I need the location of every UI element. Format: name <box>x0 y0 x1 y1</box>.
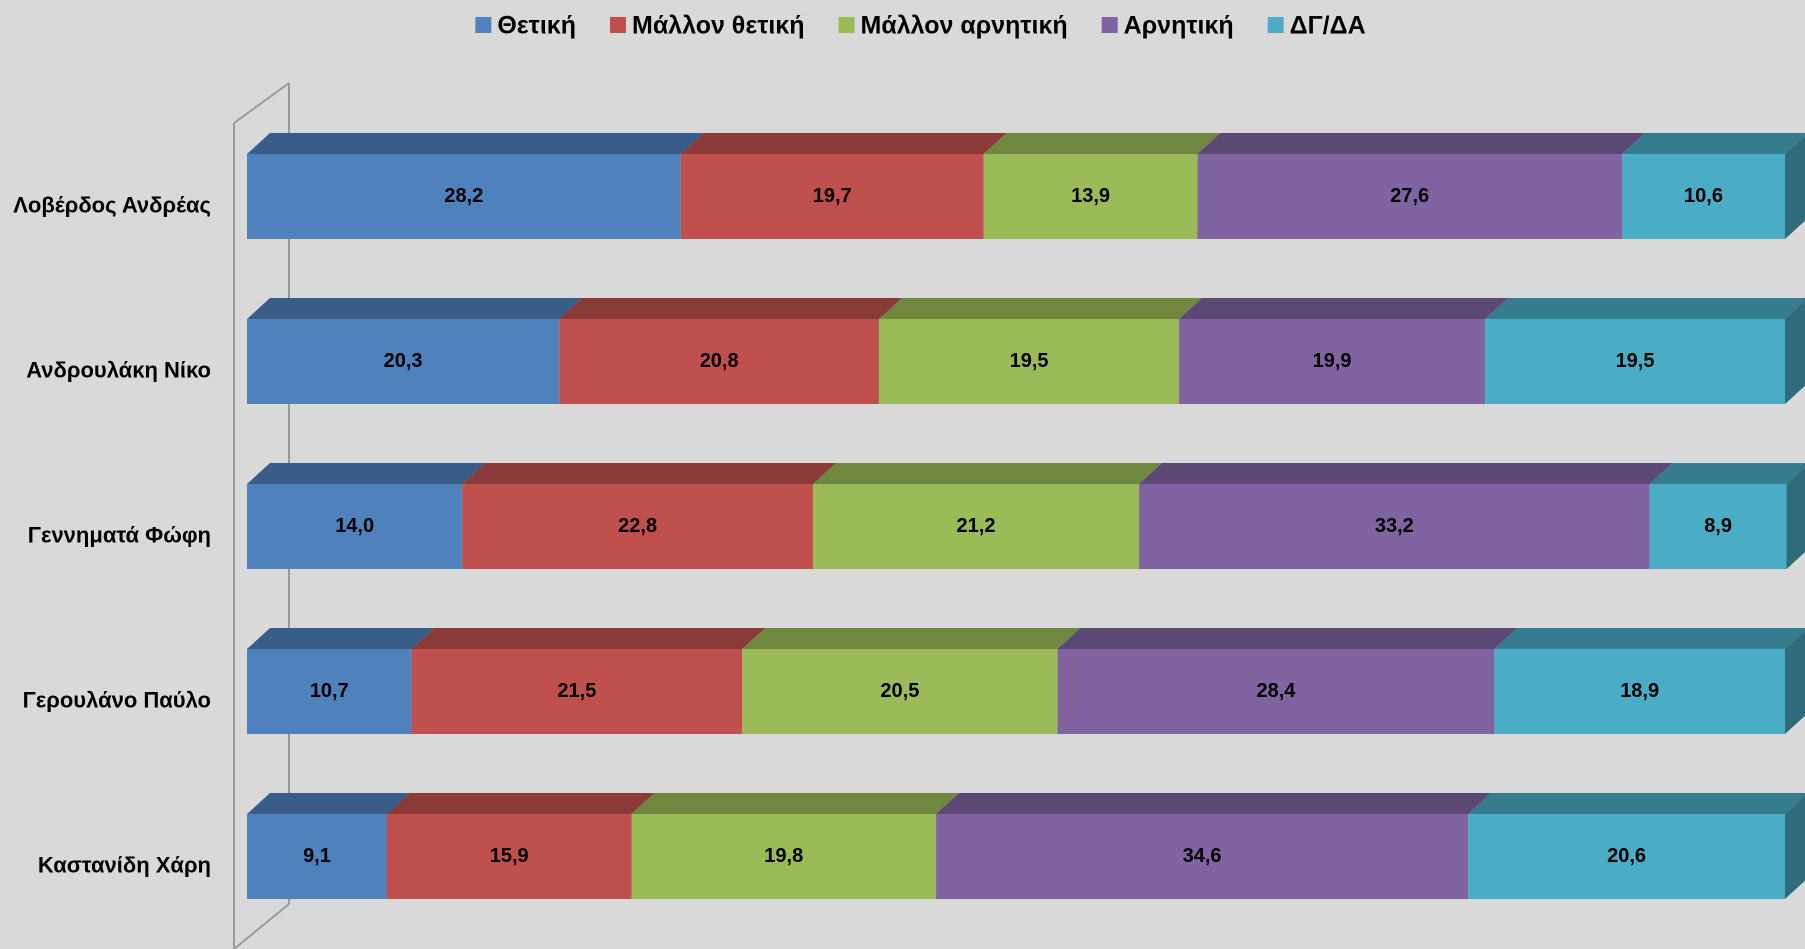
bar-top <box>1621 133 1805 154</box>
legend-swatch <box>609 17 626 33</box>
data-label: 27,6 <box>1390 185 1429 207</box>
legend-label: Μάλλον θετική <box>632 12 805 40</box>
legend-swatch <box>838 17 855 33</box>
bar-top <box>1197 133 1645 154</box>
bar <box>1649 484 1787 569</box>
data-label: 28,4 <box>1256 680 1296 702</box>
bar-side <box>1785 795 1805 899</box>
wall-line <box>233 82 290 124</box>
data-label: 9,1 <box>303 845 331 867</box>
bar-top <box>742 628 1081 649</box>
data-label: 13,9 <box>1071 185 1110 207</box>
bar-top <box>1468 793 1805 814</box>
bar-top <box>680 133 1007 154</box>
bar-top <box>1139 463 1673 484</box>
bar <box>742 649 1058 734</box>
bar <box>247 814 387 899</box>
bar <box>1494 649 1785 734</box>
data-label: 33,2 <box>1375 515 1414 537</box>
bar <box>812 484 1140 569</box>
bar-top <box>936 793 1492 814</box>
bar <box>879 319 1180 404</box>
bar-top <box>1485 298 1805 319</box>
bar-top <box>879 298 1203 319</box>
data-label: 28,2 <box>444 185 483 207</box>
bar-top <box>1649 463 1805 484</box>
legend-label: Θετική <box>497 12 576 40</box>
legend-swatch <box>1101 17 1118 33</box>
bar <box>247 649 412 734</box>
category-label: Καστανίδη Χάρη <box>38 852 211 877</box>
data-label: 20,8 <box>700 350 739 372</box>
legend-swatch <box>475 17 492 33</box>
legend-label: Αρνητική <box>1124 12 1234 40</box>
data-label: 34,6 <box>1183 845 1222 867</box>
data-label: 8,9 <box>1704 515 1732 537</box>
bar-side <box>1785 630 1805 734</box>
data-label: 19,7 <box>813 185 852 207</box>
bar-top <box>1179 298 1509 319</box>
data-label: 19,9 <box>1313 350 1352 372</box>
data-label: 22,8 <box>618 515 657 537</box>
bar-top <box>812 463 1163 484</box>
bar <box>1179 319 1486 404</box>
data-label: 20,3 <box>384 350 423 372</box>
bar <box>247 319 560 404</box>
bar-top <box>247 793 410 814</box>
bar-top <box>247 133 704 154</box>
bar <box>247 154 681 239</box>
bar-top <box>1494 628 1805 649</box>
bar <box>936 814 1469 899</box>
bar-top <box>559 298 903 319</box>
legend-label: ΔΓ/ΔΑ <box>1290 12 1366 40</box>
data-label: 19,5 <box>1010 350 1049 372</box>
bar-top <box>247 298 583 319</box>
data-label: 18,9 <box>1620 680 1659 702</box>
bar <box>1468 814 1785 899</box>
legend-swatch <box>1267 17 1284 33</box>
bar-side <box>1785 135 1805 239</box>
bar-top <box>983 133 1221 154</box>
bar <box>462 484 813 569</box>
bar-top <box>462 463 836 484</box>
data-label: 20,5 <box>880 680 919 702</box>
data-label: 10,7 <box>310 680 349 702</box>
bar <box>1621 154 1785 239</box>
bar <box>1057 649 1495 734</box>
legend: Θετική Μάλλον θετική Μάλλον αρνητική Αρνητι… <box>475 12 1366 40</box>
category-label: Λοβέρδος Ανδρέας <box>13 192 211 217</box>
bar <box>1197 154 1622 239</box>
bar <box>1485 319 1785 404</box>
bar <box>411 649 743 734</box>
bar-side <box>1786 467 1805 569</box>
bar-top <box>411 628 766 649</box>
category-label: Γεννηματά Φώφη <box>28 522 211 547</box>
bar <box>680 154 984 239</box>
bar-top <box>386 793 655 814</box>
bar <box>247 484 463 569</box>
bar-top <box>631 793 960 814</box>
data-label: 19,5 <box>1616 350 1655 372</box>
wall-line <box>233 903 290 949</box>
bar <box>1139 484 1650 569</box>
category-label: Γερουλάνο Παύλο <box>23 687 211 712</box>
bar-top <box>247 628 435 649</box>
legend-label: Μάλλον αρνητική <box>861 12 1068 40</box>
category-label: Ανδρουλάκη Νίκο <box>26 357 211 382</box>
data-label: 14,0 <box>335 515 374 537</box>
bar <box>559 319 880 404</box>
data-label: 10,6 <box>1684 185 1723 207</box>
bar <box>983 154 1198 239</box>
data-label: 20,6 <box>1607 845 1646 867</box>
bar <box>631 814 937 899</box>
data-label: 21,5 <box>557 680 596 702</box>
data-label: 19,8 <box>764 845 803 867</box>
bar-top <box>1057 628 1518 649</box>
data-label: 21,2 <box>957 515 996 537</box>
bar-top <box>247 463 486 484</box>
bar-side <box>1785 300 1805 404</box>
bar <box>386 814 632 899</box>
data-label: 15,9 <box>490 845 529 867</box>
